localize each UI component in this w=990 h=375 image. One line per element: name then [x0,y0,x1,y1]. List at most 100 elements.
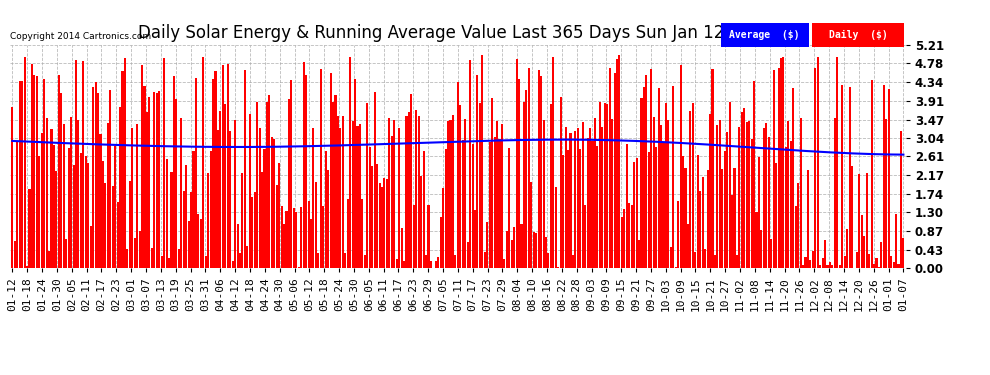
Bar [569,133,571,268]
Bar [729,102,731,268]
Bar [624,209,626,268]
Bar [320,69,322,268]
Bar [819,265,822,268]
Bar [345,253,346,268]
Bar [425,255,427,268]
Bar [41,133,43,268]
Bar [501,124,503,268]
Bar [165,159,167,268]
Bar [898,264,900,268]
Bar [192,151,195,268]
Bar [541,76,543,268]
Bar [237,224,239,268]
Bar [386,178,388,268]
Bar [755,212,757,268]
Bar [900,131,902,268]
Bar [643,87,644,268]
Bar [880,242,882,268]
Bar [813,22,904,47]
Bar [318,253,320,268]
Bar [383,178,385,268]
Bar [210,151,212,268]
Bar [94,82,97,268]
Bar [626,144,628,268]
Bar [564,128,566,268]
Bar [351,121,353,268]
Bar [141,65,144,268]
Bar [858,174,860,268]
Bar [447,121,449,268]
Bar [888,89,890,268]
Bar [777,68,779,268]
Bar [261,172,263,268]
Bar [298,267,300,268]
Bar [137,124,139,268]
Bar [471,144,473,268]
Bar [285,211,287,268]
Bar [247,246,248,268]
Bar [134,238,136,268]
Bar [239,253,241,268]
Bar [119,107,121,268]
Bar [158,92,160,268]
Bar [684,168,687,268]
Bar [403,261,405,268]
Bar [760,230,762,268]
Text: Copyright 2014 Cartronics.com: Copyright 2014 Cartronics.com [10,32,151,40]
Bar [772,69,775,268]
Bar [57,75,60,268]
Bar [178,249,180,268]
Bar [476,75,478,268]
Bar [767,137,770,268]
Bar [594,117,596,268]
Bar [464,119,466,268]
Bar [313,128,315,268]
Bar [109,90,111,268]
Bar [205,256,207,268]
Bar [552,57,554,268]
Bar [817,57,819,268]
Bar [363,255,366,268]
Bar [376,164,378,268]
Bar [562,156,564,268]
Bar [408,112,410,268]
Bar [378,183,380,268]
Bar [388,118,390,268]
Bar [675,267,677,268]
Bar [92,87,94,268]
Bar [513,227,515,268]
Bar [554,188,556,268]
Bar [308,201,310,268]
Bar [785,147,787,268]
Bar [486,222,488,268]
Bar [743,108,745,268]
Bar [14,241,16,268]
Bar [734,168,736,268]
Bar [609,68,611,268]
Bar [479,102,481,268]
Bar [144,86,146,268]
Bar [503,259,506,268]
Bar [489,141,491,268]
Bar [518,79,520,268]
Bar [104,183,106,268]
Bar [579,149,581,268]
Bar [266,102,268,268]
Bar [49,251,50,268]
Bar [305,75,307,268]
Bar [72,165,74,268]
Bar [795,206,797,268]
Bar [229,131,232,268]
Bar [420,176,422,268]
Bar [679,65,682,268]
Bar [332,102,334,268]
Bar [322,206,325,268]
Bar [855,252,858,268]
Bar [97,93,99,268]
Bar [349,57,351,268]
Bar [330,74,332,268]
Bar [202,57,204,268]
Bar [396,259,398,268]
Bar [846,230,848,268]
Bar [46,118,48,268]
